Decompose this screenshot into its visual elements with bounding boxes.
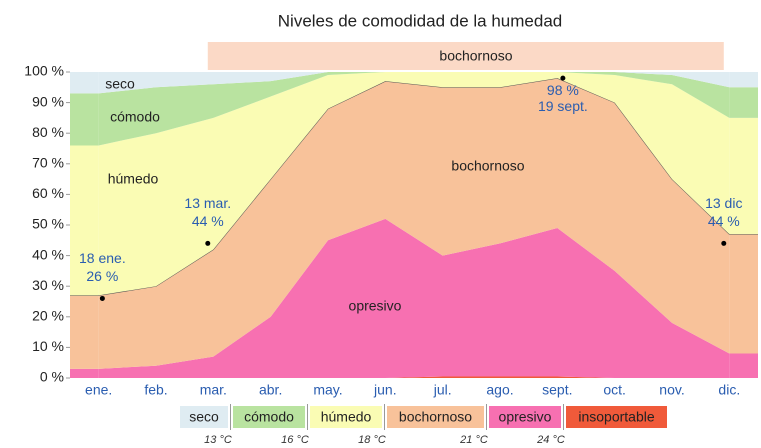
area — [98, 218, 730, 378]
y-tick-label: 30 % — [32, 277, 64, 293]
annotation-date: 19 sept. — [538, 98, 588, 114]
y-tick-label: 70 % — [32, 155, 64, 171]
area-edge — [70, 72, 99, 94]
legend-swatch — [489, 406, 561, 428]
legend-swatch — [566, 406, 667, 428]
area-edge — [729, 234, 758, 354]
region-label: bochornoso — [451, 158, 524, 174]
x-tick-label: mar. — [200, 382, 227, 398]
y-tick-label: 100 % — [24, 63, 64, 79]
legend-label: opresivo — [499, 409, 552, 425]
threshold-label: 16 °C — [281, 434, 309, 446]
annotation-point — [721, 240, 727, 246]
x-tick-label: abr. — [259, 382, 282, 398]
y-tick-label: 40 % — [32, 246, 64, 262]
legend-label: húmedo — [321, 409, 372, 425]
annotation-date: 18 ene. — [79, 250, 126, 266]
annotation-date: 13 mar. — [184, 195, 231, 211]
area-edge — [729, 72, 758, 88]
region-label: cómodo — [110, 109, 160, 125]
annotation-value: 98 % — [547, 82, 579, 98]
region-label: bochornoso — [439, 48, 512, 64]
x-tick-label: feb. — [144, 382, 167, 398]
area-edge — [70, 145, 99, 296]
annotation-value: 44 % — [708, 213, 740, 229]
x-tick-label: ene. — [85, 382, 112, 398]
region-label: seco — [105, 76, 135, 92]
legend-label: insoportable — [578, 409, 654, 425]
y-tick-label: 80 % — [32, 124, 64, 140]
threshold-label: 21 °C — [459, 434, 488, 446]
x-tick-label: sept. — [542, 382, 572, 398]
area — [98, 78, 730, 369]
legend-label: bochornoso — [399, 409, 472, 425]
area — [98, 72, 730, 94]
area-edge — [729, 87, 758, 118]
annotation-point — [99, 295, 105, 301]
area-edge — [70, 295, 99, 369]
x-tick-label: ago. — [486, 382, 513, 398]
area-edge — [729, 117, 758, 235]
x-tick-label: jun. — [373, 382, 397, 398]
y-tick-label: 10 % — [32, 338, 64, 354]
annotation-date: 13 dic — [705, 195, 742, 211]
region-label: opresivo — [349, 298, 402, 314]
legend-swatch — [310, 406, 382, 428]
annotation-value: 44 % — [192, 213, 224, 229]
x-tick-label: jul. — [433, 382, 452, 398]
area-edge — [70, 93, 99, 146]
area — [98, 72, 730, 146]
threshold-label: 18 °C — [358, 434, 386, 446]
annotation-point — [560, 75, 566, 81]
y-tick-label: 0 % — [40, 369, 64, 385]
region-label: húmedo — [108, 171, 159, 187]
threshold-label: 24 °C — [536, 434, 565, 446]
legend-label: seco — [189, 409, 219, 425]
area — [98, 72, 730, 296]
legend-swatch — [180, 406, 228, 428]
y-tick-label: 90 % — [32, 93, 64, 109]
y-tick-label: 60 % — [32, 185, 64, 201]
x-tick-label: nov. — [659, 382, 684, 398]
x-tick-label: may. — [313, 382, 342, 398]
muggy-period-banner — [207, 42, 724, 70]
annotation-value: 26 % — [86, 268, 118, 284]
area-edge — [729, 353, 758, 378]
threshold-label: 13 °C — [204, 434, 232, 446]
legend-label: cómodo — [244, 409, 294, 425]
x-tick-label: oct. — [603, 382, 626, 398]
y-tick-label: 20 % — [32, 308, 64, 324]
area — [98, 376, 730, 378]
annotation-point — [205, 240, 211, 246]
x-tick-label: dic. — [718, 382, 740, 398]
legend-swatch — [233, 406, 305, 428]
chart-title: Niveles de comodidad de la humedad — [278, 11, 562, 30]
area-edge — [70, 368, 99, 378]
legend-swatch — [387, 406, 484, 428]
y-tick-label: 50 % — [32, 216, 64, 232]
